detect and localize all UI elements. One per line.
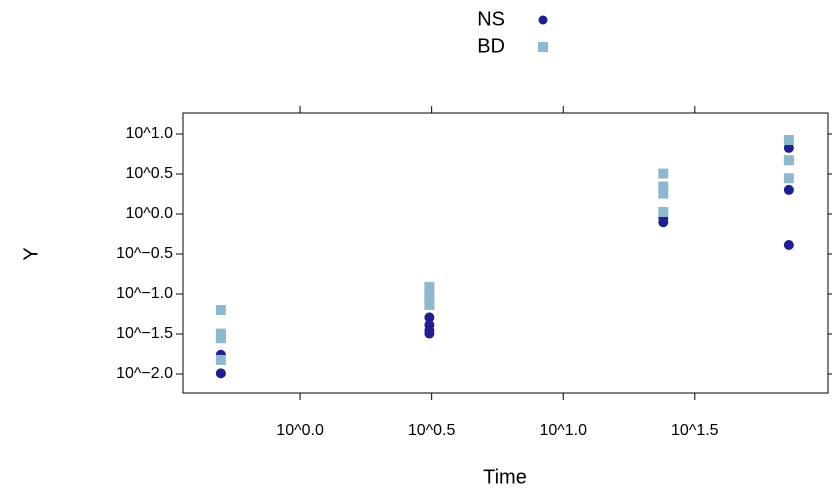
point bbox=[783, 155, 794, 166]
point bbox=[424, 281, 435, 292]
y-tick-label: 10^0.0 bbox=[125, 205, 173, 222]
point bbox=[424, 312, 435, 323]
x-tick-label: 10^0.0 bbox=[276, 422, 324, 439]
point bbox=[783, 184, 794, 195]
y-tick-label: 10^−1.5 bbox=[116, 325, 173, 342]
point bbox=[215, 333, 226, 344]
x-tick-label: 10^1.5 bbox=[671, 422, 719, 439]
point bbox=[783, 239, 794, 250]
x-tick-label: 10^1.0 bbox=[539, 422, 587, 439]
y-tick-label: 10^1.0 bbox=[125, 125, 173, 142]
point bbox=[424, 293, 435, 304]
point bbox=[783, 173, 794, 184]
point bbox=[658, 206, 669, 217]
point bbox=[783, 142, 794, 153]
x-axis-title: Time bbox=[483, 466, 527, 488]
point bbox=[783, 135, 794, 146]
y-axis-title: Y bbox=[20, 247, 42, 260]
point bbox=[215, 368, 226, 379]
legend-label: NS bbox=[477, 8, 505, 30]
plot-frame bbox=[182, 112, 829, 394]
y-tick-label: 10^0.5 bbox=[125, 165, 173, 182]
point bbox=[215, 305, 226, 316]
y-tick-label: 10^−0.5 bbox=[116, 245, 173, 262]
legend-label: BD bbox=[477, 35, 505, 57]
y-tick-label: 10^−1.0 bbox=[116, 285, 173, 302]
legend-marker bbox=[538, 42, 548, 52]
point bbox=[424, 299, 435, 310]
point bbox=[424, 328, 435, 339]
point bbox=[658, 181, 669, 192]
legend-marker bbox=[538, 15, 548, 25]
point bbox=[215, 354, 226, 365]
point bbox=[658, 188, 669, 199]
y-tick-label: 10^−2.0 bbox=[116, 365, 173, 382]
x-tick-label: 10^0.5 bbox=[408, 422, 456, 439]
point bbox=[658, 168, 669, 179]
